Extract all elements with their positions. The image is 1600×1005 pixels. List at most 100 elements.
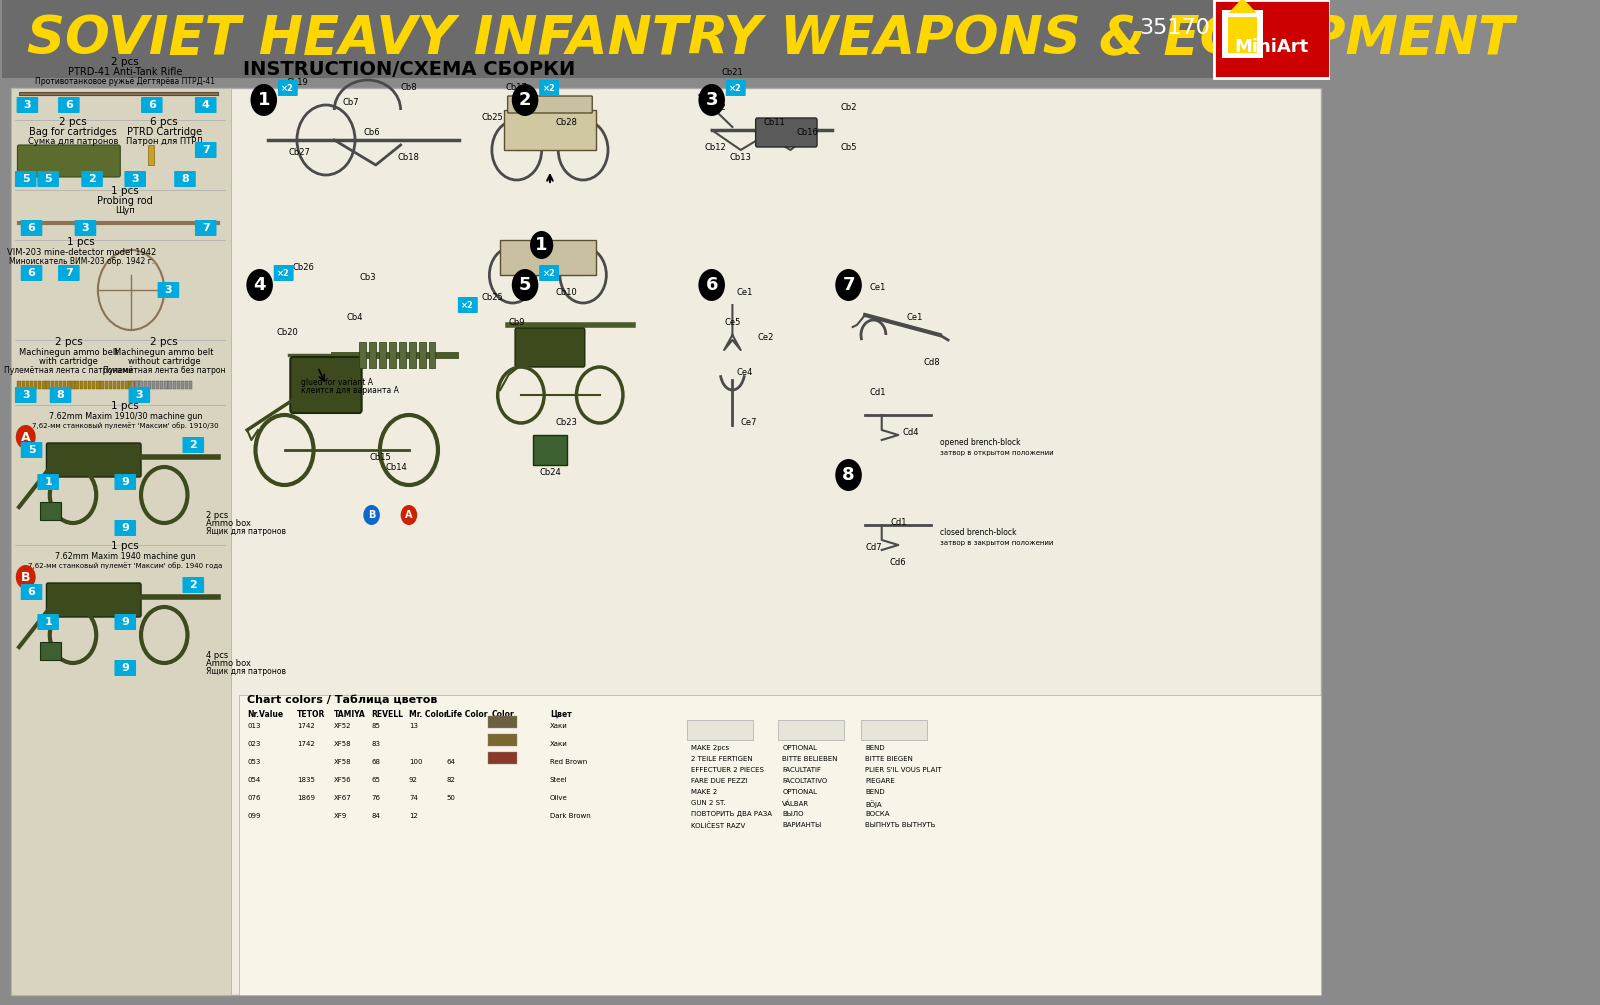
Bar — [83, 381, 86, 389]
Bar — [147, 145, 154, 165]
Text: 2 pcs: 2 pcs — [150, 337, 178, 347]
Text: 2 pcs: 2 pcs — [112, 57, 139, 67]
Text: Mr. Color: Mr. Color — [410, 710, 448, 719]
Text: 3: 3 — [706, 91, 718, 109]
Text: Ammo box: Ammo box — [206, 519, 251, 528]
FancyBboxPatch shape — [37, 474, 59, 490]
Bar — [114, 381, 117, 389]
Text: PTRD-41 Anti-Tank Rifle: PTRD-41 Anti-Tank Rifle — [69, 67, 182, 77]
Text: 7: 7 — [202, 145, 210, 155]
Text: VÁLBAR: VÁLBAR — [782, 800, 810, 806]
Text: 83: 83 — [371, 741, 381, 747]
FancyBboxPatch shape — [182, 577, 205, 593]
Text: 7.62mm Maxim 1940 machine gun: 7.62mm Maxim 1940 machine gun — [54, 552, 195, 561]
FancyBboxPatch shape — [195, 142, 216, 158]
Text: 7,62-мм станковый пулемёт 'Максим' обр. 1910/30: 7,62-мм станковый пулемёт 'Максим' обр. … — [32, 422, 219, 429]
Text: 6 pcs: 6 pcs — [150, 117, 178, 127]
Text: Ce1: Ce1 — [869, 283, 886, 292]
Text: 1 pcs: 1 pcs — [67, 237, 94, 247]
FancyBboxPatch shape — [37, 614, 59, 630]
Text: 2 pcs: 2 pcs — [54, 337, 83, 347]
Text: 9: 9 — [122, 523, 130, 533]
Text: 7: 7 — [842, 276, 854, 294]
Text: 68: 68 — [371, 759, 381, 765]
Bar — [80, 381, 83, 389]
Text: 85: 85 — [371, 723, 381, 729]
Text: 1 pcs: 1 pcs — [112, 541, 139, 551]
Bar — [133, 381, 138, 389]
Text: Cb7: Cb7 — [342, 98, 358, 107]
Text: Ce1: Ce1 — [907, 313, 923, 322]
Text: 6: 6 — [27, 268, 35, 278]
Text: Ammo box: Ammo box — [206, 659, 251, 668]
Text: Cb26: Cb26 — [293, 263, 315, 272]
Bar — [104, 381, 107, 389]
Text: FARE DUE PEZZI: FARE DUE PEZZI — [691, 778, 747, 784]
Text: XF58: XF58 — [334, 759, 352, 765]
Text: Cb20: Cb20 — [277, 328, 298, 337]
Bar — [168, 381, 171, 389]
Text: Machinegun ammo belt: Machinegun ammo belt — [19, 348, 118, 357]
Bar — [59, 381, 62, 389]
Bar — [504, 110, 595, 150]
Text: XF58: XF58 — [334, 741, 352, 747]
Text: 1835: 1835 — [298, 777, 315, 783]
Text: Cb13: Cb13 — [730, 153, 752, 162]
Text: B: B — [368, 510, 376, 520]
Text: ×2: ×2 — [461, 300, 474, 310]
Text: Cb25: Cb25 — [482, 293, 502, 302]
Text: Life Color: Life Color — [446, 710, 488, 719]
Text: 7.62mm Maxim 1910/30 machine gun: 7.62mm Maxim 1910/30 machine gun — [48, 412, 202, 421]
Text: XF52: XF52 — [334, 723, 352, 729]
Bar — [51, 381, 54, 389]
Bar — [11, 88, 230, 995]
Circle shape — [16, 425, 35, 449]
Text: Cb17: Cb17 — [506, 83, 528, 92]
FancyBboxPatch shape — [128, 387, 150, 403]
Text: Chart colors / Таблица цветов: Chart colors / Таблица цветов — [246, 695, 437, 705]
Text: Dark Brown: Dark Brown — [550, 813, 590, 819]
Text: 099: 099 — [246, 813, 261, 819]
FancyBboxPatch shape — [115, 474, 136, 490]
Text: 8: 8 — [181, 174, 189, 184]
Bar — [62, 381, 66, 389]
Text: INSTRUCTION/СХЕМА СБОРКИ: INSTRUCTION/СХЕМА СБОРКИ — [243, 60, 576, 79]
Bar — [18, 381, 21, 389]
Text: PLIER S'IL VOUS PLAIT: PLIER S'IL VOUS PLAIT — [866, 767, 942, 773]
Bar — [3, 0, 1330, 78]
Circle shape — [512, 84, 538, 116]
Circle shape — [699, 84, 725, 116]
Text: Хаки: Хаки — [550, 723, 568, 729]
Bar — [861, 720, 928, 740]
Bar — [139, 381, 142, 389]
Bar — [34, 381, 37, 389]
Circle shape — [251, 84, 277, 116]
Circle shape — [363, 505, 379, 525]
Text: Ce2: Ce2 — [757, 333, 774, 342]
Text: Cb15: Cb15 — [370, 453, 390, 462]
Text: 3: 3 — [22, 390, 29, 400]
Text: B: B — [21, 571, 30, 584]
FancyBboxPatch shape — [16, 97, 38, 113]
Text: Machinegun ammo belt: Machinegun ammo belt — [115, 348, 214, 357]
Bar — [46, 381, 50, 389]
Text: 5: 5 — [45, 174, 51, 184]
Text: 5: 5 — [22, 174, 29, 184]
Text: Cd1: Cd1 — [890, 518, 907, 527]
Bar — [125, 381, 128, 389]
Text: Противотанковое ружьё Дегтярёва ПТРД-41: Противотанковое ружьё Дегтярёва ПТРД-41 — [35, 77, 216, 86]
Text: Cb28: Cb28 — [555, 118, 578, 127]
FancyBboxPatch shape — [507, 96, 592, 113]
Bar — [173, 381, 176, 389]
Text: 3: 3 — [24, 100, 30, 110]
Bar — [379, 342, 386, 368]
FancyBboxPatch shape — [37, 171, 59, 187]
Text: Хаки: Хаки — [550, 741, 568, 747]
Text: Cb2: Cb2 — [840, 103, 856, 112]
Text: клеится для варианта A: клеится для варианта A — [301, 386, 398, 395]
Text: 1: 1 — [45, 617, 51, 627]
Text: OPTIONAL: OPTIONAL — [782, 745, 818, 751]
Text: 9: 9 — [122, 663, 130, 673]
Text: 4 pcs: 4 pcs — [206, 651, 227, 660]
Text: 2: 2 — [88, 174, 96, 184]
